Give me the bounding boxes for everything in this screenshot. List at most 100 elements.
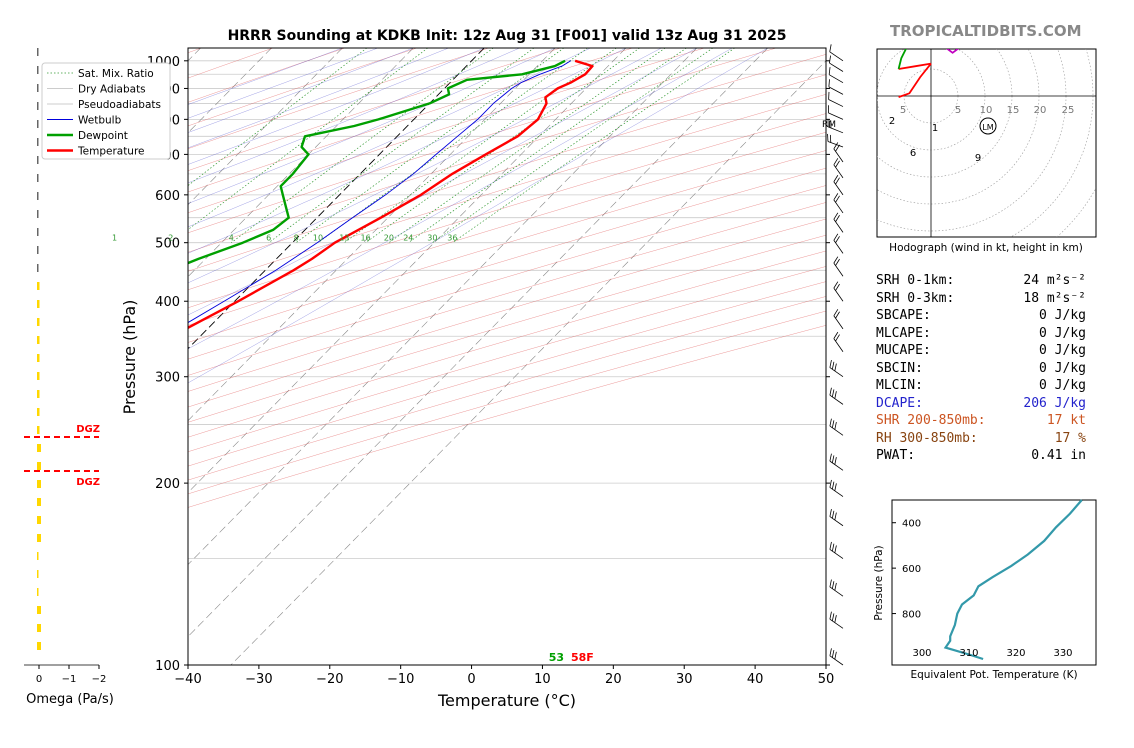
omega-bar — [37, 84, 39, 92]
stat-row: MUCAPE: 0 J/kg — [876, 342, 1106, 360]
wind-barb — [833, 233, 844, 254]
wind-barb — [827, 133, 844, 148]
barb-flag — [835, 144, 840, 152]
barb-flag — [829, 541, 832, 550]
omega-bar — [37, 174, 39, 182]
dry-adiabat — [188, 48, 633, 193]
dry-adiabat — [188, 310, 826, 495]
theta-e-x-tick: 300 — [912, 648, 931, 659]
x-tick-label: 0 — [467, 672, 475, 687]
barb-flag — [831, 389, 835, 397]
wind-barb — [828, 79, 844, 95]
stat-label: PWAT: — [876, 448, 916, 463]
wind-barb — [833, 256, 844, 277]
wind-barb — [829, 44, 844, 62]
legend-entry: Pseudoadiabats — [78, 99, 161, 111]
mixing-ratio-labels: 1 2 4 6 8 10 13 16 20 24 30 36 — [112, 234, 457, 243]
stat-row: DCAPE: 206 J/kg — [876, 395, 1106, 413]
wind-barb — [829, 509, 844, 527]
omega-bar — [37, 552, 39, 560]
barb-flag — [835, 160, 840, 168]
barb-flag — [827, 119, 829, 127]
pseudoadiabat — [188, 48, 485, 165]
barb-shaft — [829, 549, 844, 559]
barb-flag — [829, 648, 832, 656]
wind-barb — [833, 212, 844, 233]
barb-flag — [833, 256, 839, 264]
hodograph-height-label: 9 — [975, 153, 981, 164]
barb-flag — [831, 543, 835, 552]
omega-bar — [37, 570, 39, 578]
wind-barb — [829, 541, 844, 559]
dry-adiabat — [188, 48, 705, 214]
theta-e-ylabel: Pressure (hPa) — [873, 545, 885, 620]
mixing-ratio-line — [344, 48, 617, 243]
dry-adiabat — [188, 234, 826, 423]
barb-flag — [829, 418, 832, 427]
barb-flag — [831, 510, 835, 519]
x-tick-label: 50 — [818, 672, 835, 687]
barb-shaft — [833, 240, 844, 254]
stat-label: SBCIN: — [876, 360, 923, 376]
stat-row: MLCAPE: 0 J/kg — [876, 325, 1106, 343]
x-tick-label: 30 — [676, 672, 693, 687]
stat-value: 0 J/kg — [1039, 343, 1086, 358]
site-watermark: TROPICALTIDBITS.COM — [890, 22, 1082, 40]
omega-bar — [37, 336, 40, 344]
wind-barb — [829, 418, 844, 436]
theta-e-panel: 300 310 320 330 400 600 800 Equivalent Pot. Te… — [873, 499, 1097, 681]
barb-flag — [831, 481, 835, 490]
hodograph-segment — [898, 63, 932, 98]
x-tick-label: 40 — [747, 672, 764, 687]
theta-e-x-tick: 330 — [1053, 648, 1072, 659]
barb-shaft — [833, 164, 844, 179]
pseudoadiabat — [188, 48, 697, 316]
wind-barb — [833, 158, 844, 179]
barb-flag — [835, 334, 840, 342]
theta-e-y-tick: 400 — [902, 519, 921, 530]
barb-flag — [834, 483, 837, 491]
sounding-parameters: SRH 0-1km: 24 m²s⁻² SRH 0-3km: 18 m²s⁻² SBCA… — [876, 272, 1106, 465]
barb-shaft — [829, 586, 844, 597]
isotherm-line — [188, 48, 627, 494]
dry-adiabat — [188, 48, 777, 234]
stat-row: SRH 0-1km: 24 m²s⁻² — [876, 272, 1106, 290]
barb-flag — [831, 650, 835, 658]
left-mover-label: LM — [982, 123, 993, 132]
omega-bar — [37, 606, 41, 614]
barb-flag — [834, 422, 837, 430]
barb-shaft — [829, 51, 844, 62]
wind-barb — [829, 648, 844, 666]
chart-title: HRRR Sounding at KDKB Init: 12z Aug 31 [… — [228, 28, 787, 44]
mixing-ratio-label: 2 — [168, 234, 173, 243]
surface-temperature-label: 58F — [571, 651, 594, 664]
dry-adiabat — [188, 167, 826, 360]
barb-flag — [835, 195, 840, 203]
barb-shaft — [828, 74, 844, 84]
barb-flag — [834, 545, 837, 553]
hodograph-height-label: 6 — [910, 148, 916, 159]
theta-e-xlabel: Equivalent Pot. Temperature (K) — [910, 669, 1077, 681]
barb-flag — [834, 582, 837, 591]
mixing-ratio-label: 4 — [229, 234, 234, 243]
barb-flag — [835, 177, 840, 185]
dgz-bottom-label: DGZ — [76, 477, 100, 488]
omega-bar — [37, 642, 41, 650]
barb-flag — [835, 215, 840, 222]
wind-barb — [833, 281, 844, 302]
barb-flag — [833, 158, 839, 166]
isotherm-line — [188, 48, 768, 637]
mixing-ratio-line — [452, 48, 735, 243]
barb-shaft — [829, 460, 844, 471]
pseudoadiabat — [188, 48, 520, 184]
omega-bar — [37, 318, 40, 326]
mixing-ratio-label: 10 — [313, 234, 323, 243]
omega-bar — [37, 264, 39, 272]
legend: Sat. Mix. Ratio Dry Adiabats Pseudoadiabat… — [41, 62, 171, 160]
stat-value: 18 m²s⁻² — [1023, 290, 1086, 306]
barb-flag — [829, 611, 832, 620]
barb-shaft — [829, 618, 844, 629]
x-tick-label: 20 — [605, 672, 622, 687]
dry-adiabat — [188, 150, 826, 343]
omega-bar — [37, 408, 40, 416]
